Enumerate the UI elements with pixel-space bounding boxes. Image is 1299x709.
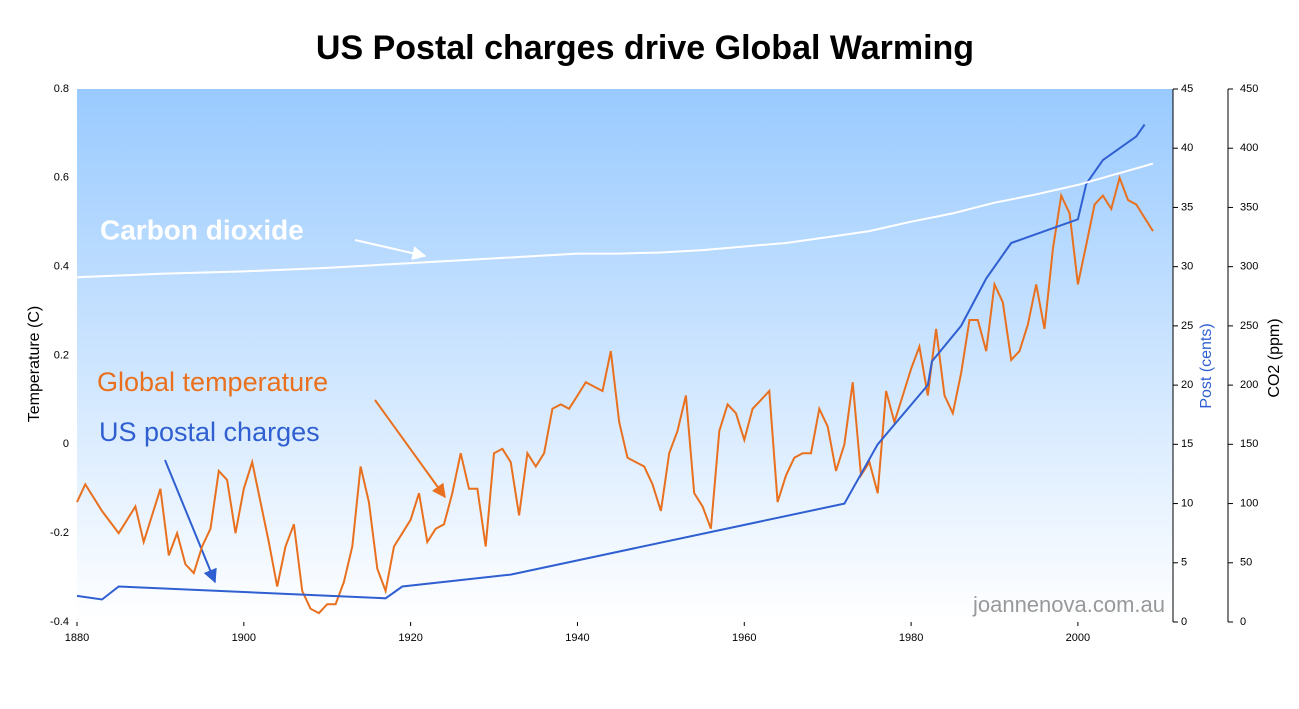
y2-tick-label: 40 (1181, 142, 1193, 154)
y2-axis-label: Post (cents) (1198, 323, 1215, 408)
x-tick-label: 1920 (398, 632, 422, 644)
series-label: Carbon dioxide (100, 214, 304, 245)
arrow (374, 399, 446, 499)
series-label: US postal charges (99, 417, 320, 447)
y2-tick-label: 20 (1181, 379, 1193, 391)
x-tick-label: 1880 (65, 632, 89, 644)
y3-axis-label: CO2 (ppm) (1266, 318, 1283, 397)
y3-tick-label: 250 (1240, 320, 1258, 332)
series-label: Global temperature (97, 367, 328, 397)
chart-title: US Postal charges drive Global Warming (316, 29, 974, 67)
y3-tick-label: 400 (1240, 142, 1258, 154)
y-tick-label: -0.2 (50, 527, 69, 539)
arrow (164, 459, 217, 584)
y3-tick-label: 0 (1240, 616, 1246, 628)
y3-tick-label: 100 (1240, 497, 1258, 509)
y3-tick-label: 300 (1240, 261, 1258, 273)
y2-tick-label: 0 (1181, 616, 1187, 628)
x-tick-label: 1960 (732, 632, 756, 644)
x-tick-label: 1900 (232, 632, 256, 644)
y2-tick-label: 5 (1181, 557, 1187, 569)
y2-tick-label: 10 (1181, 497, 1193, 509)
y-tick-label: 0.8 (54, 83, 69, 95)
y3-tick-label: 150 (1240, 438, 1258, 450)
y3-tick-label: 450 (1240, 83, 1258, 95)
series-line (76, 123, 1146, 601)
watermark: joannenova.com.au (972, 592, 1165, 617)
y3-tick-label: 50 (1240, 557, 1252, 569)
y3-tick-label: 200 (1240, 379, 1258, 391)
plot-area (77, 89, 1173, 622)
y-tick-label: 0.4 (54, 261, 69, 273)
series-line (76, 162, 1154, 279)
x-tick-label: 1940 (565, 632, 589, 644)
arrow (354, 239, 427, 261)
y-tick-label: -0.4 (50, 616, 69, 628)
series-line (76, 174, 1154, 615)
x-tick-label: 1980 (899, 632, 923, 644)
y3-tick-label: 350 (1240, 201, 1258, 213)
y2-tick-label: 30 (1181, 261, 1193, 273)
y2-tick-label: 35 (1181, 201, 1193, 213)
x-tick-label: 2000 (1066, 632, 1090, 644)
y2-tick-label: 15 (1181, 438, 1193, 450)
y2-tick-label: 45 (1181, 83, 1193, 95)
y2-tick-label: 25 (1181, 320, 1193, 332)
y-axis-label: Temperature (C) (26, 306, 43, 422)
y-tick-label: 0.6 (54, 172, 69, 184)
y-tick-label: 0 (63, 438, 69, 450)
y-tick-label: 0.2 (54, 349, 69, 361)
